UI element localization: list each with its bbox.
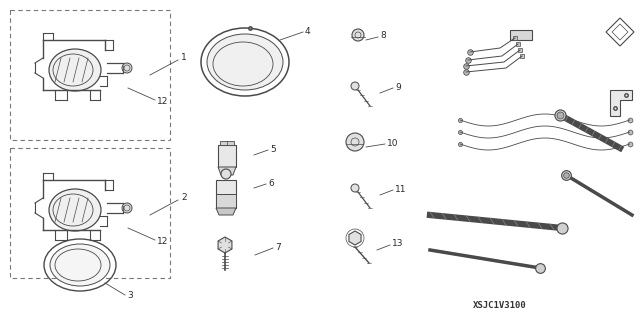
Ellipse shape — [49, 189, 101, 231]
Text: 7: 7 — [275, 242, 281, 251]
Polygon shape — [218, 237, 232, 253]
Text: XSJC1V3100: XSJC1V3100 — [473, 300, 527, 309]
Text: 10: 10 — [387, 138, 399, 147]
Text: 3: 3 — [127, 291, 132, 300]
Text: 1: 1 — [181, 54, 187, 63]
Bar — [10, 148, 170, 278]
Circle shape — [122, 203, 132, 213]
Bar — [10, 10, 170, 140]
Circle shape — [352, 29, 364, 41]
Text: 5: 5 — [270, 145, 276, 153]
Circle shape — [221, 169, 231, 179]
Polygon shape — [349, 231, 361, 245]
Bar — [510, 30, 532, 40]
Bar — [218, 145, 236, 167]
Polygon shape — [216, 208, 236, 215]
Circle shape — [122, 63, 132, 73]
Text: 4: 4 — [305, 26, 310, 35]
Bar — [216, 194, 236, 208]
Polygon shape — [610, 90, 632, 116]
Ellipse shape — [207, 34, 283, 90]
Ellipse shape — [49, 49, 101, 91]
Text: 12: 12 — [157, 236, 168, 246]
Text: 6: 6 — [268, 179, 274, 188]
Text: 9: 9 — [395, 83, 401, 92]
Bar — [220, 141, 234, 145]
Bar — [216, 180, 236, 208]
Circle shape — [351, 184, 359, 192]
Circle shape — [351, 82, 359, 90]
Text: 11: 11 — [395, 184, 406, 194]
Polygon shape — [218, 167, 236, 175]
Text: 13: 13 — [392, 240, 403, 249]
Text: 8: 8 — [380, 32, 386, 41]
Text: 12: 12 — [157, 97, 168, 106]
Ellipse shape — [50, 244, 110, 286]
Circle shape — [346, 133, 364, 151]
Text: 2: 2 — [181, 194, 187, 203]
